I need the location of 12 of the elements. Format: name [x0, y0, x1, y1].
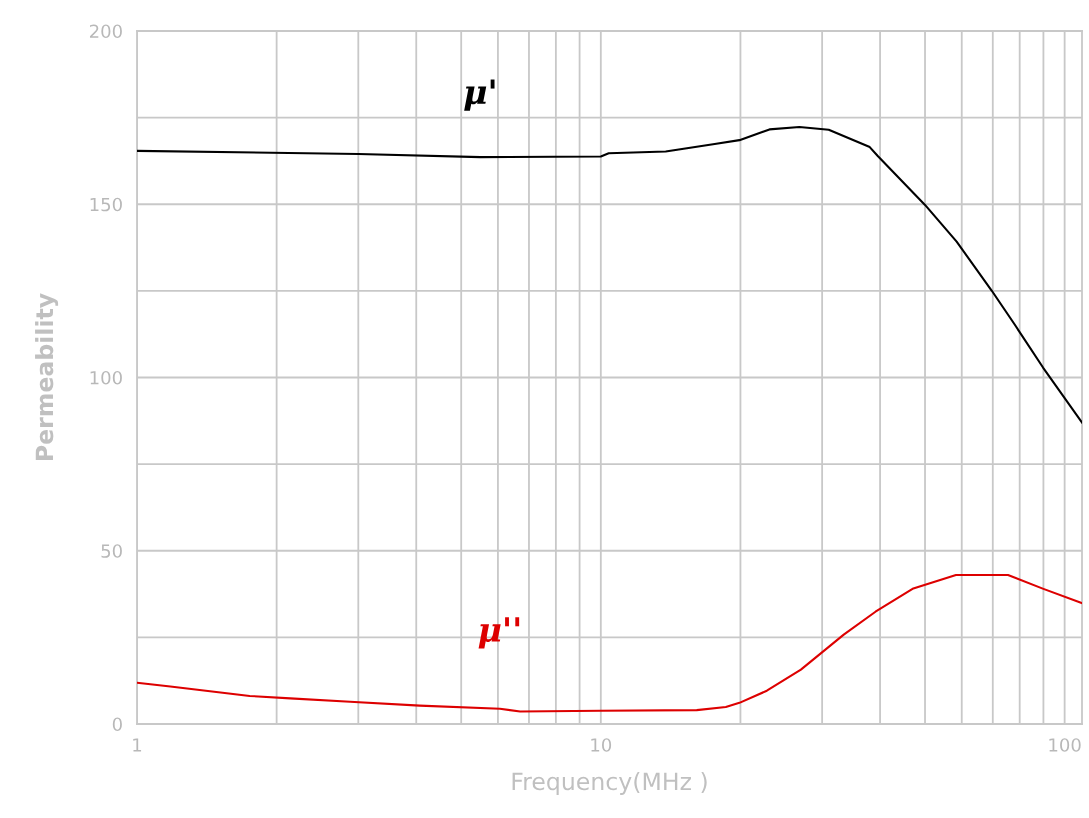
x-tick-label: 10 [591, 738, 612, 752]
y-axis-title: Permeability [35, 293, 59, 461]
y-tick-label: 150 [90, 197, 122, 212]
x-axis-title: Frequency(MHz ) [512, 772, 707, 795]
series-label: μ'' [478, 617, 520, 649]
series-label: μ' [464, 79, 495, 111]
y-tick-label: 100 [90, 370, 122, 385]
y-tick-label: 0 [112, 717, 122, 732]
y-tick-label: 200 [89, 24, 122, 39]
x-tick-label: 1 [133, 738, 142, 752]
x-tick-label: 100 [1049, 738, 1081, 752]
y-tick-label: 50 [101, 544, 122, 558]
